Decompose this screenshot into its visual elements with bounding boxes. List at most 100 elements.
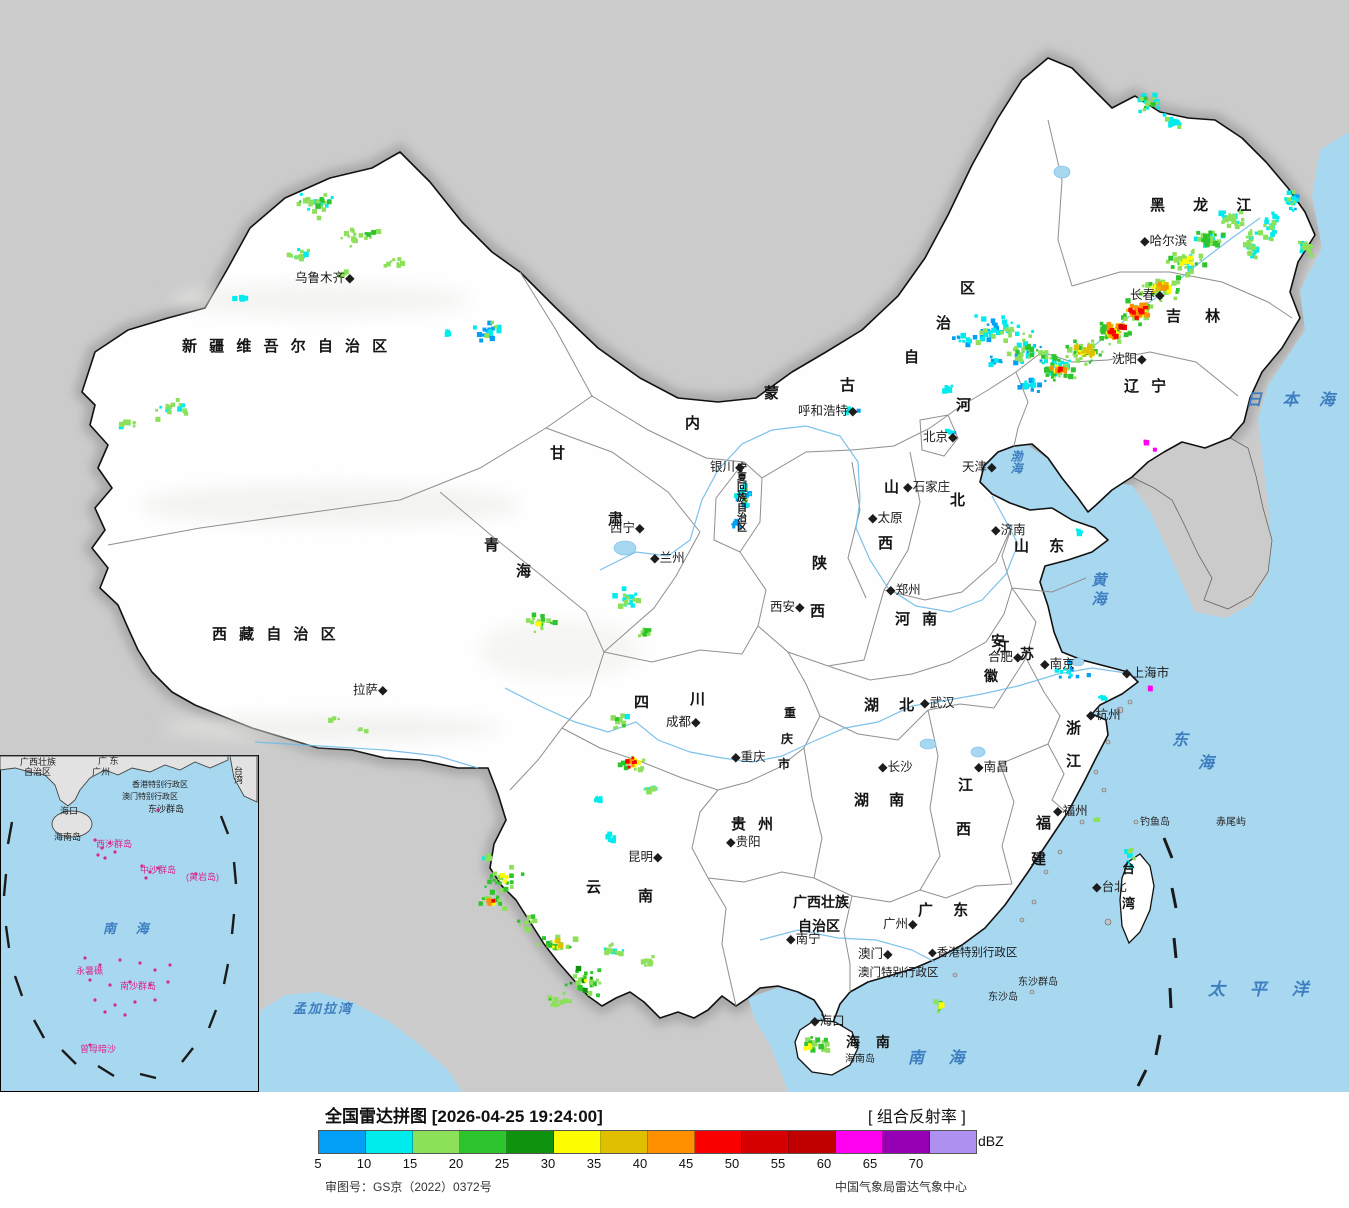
province-label: 海 [516, 562, 531, 580]
province-label: 江 [958, 776, 973, 794]
city-label: ◆兰州 [650, 551, 685, 565]
city-label: ◆石家庄 [903, 479, 950, 494]
province-label: 自治区 [798, 918, 840, 934]
legend-cell-45 [695, 1131, 742, 1153]
legend-cell-60 [836, 1131, 883, 1153]
province-label: 贵 州 [731, 815, 777, 833]
inset-label: 南 海 [103, 921, 157, 936]
place-label: 东沙岛 [988, 990, 1018, 1003]
inset-label: 中沙群岛 [140, 864, 176, 875]
city-label: 天津◆ [962, 460, 997, 474]
province-label: 甘 [550, 444, 565, 462]
sea-label: 海 [1198, 754, 1217, 772]
province-label: 浙 [1066, 719, 1081, 737]
legend-tick: 20 [448, 1156, 464, 1171]
city-label: 成都◆ [666, 715, 701, 729]
terrain-shading [140, 284, 640, 741]
province-label: 北 [950, 492, 965, 509]
city-label: ◆济南 [991, 522, 1026, 537]
dbz-colorbar [318, 1130, 977, 1154]
city-label: ◆福州 [1053, 803, 1088, 818]
city-label: ◆南京 [1040, 656, 1075, 671]
sea-label: 渤海 [1008, 450, 1023, 475]
dbz-unit-label: dBZ [978, 1133, 1004, 1149]
inset-label: 永暑礁 [76, 965, 103, 976]
city-label: ◆海口 [810, 1013, 845, 1028]
legend-cell-35 [601, 1131, 648, 1153]
province-label: 黑 龙 江 [1150, 196, 1263, 214]
city-label: ◆哈尔滨 [1140, 233, 1188, 248]
city-label: ◆南宁 [786, 931, 821, 946]
city-label: 乌鲁木齐◆ [295, 270, 355, 285]
product-name: [ 组合反射率 ] [868, 1109, 966, 1126]
province-label: 徽 [983, 668, 999, 684]
inset-label: 广西壮族 [20, 756, 56, 767]
legend-tick: 55 [770, 1156, 786, 1171]
city-label: ◆郑州 [886, 582, 921, 597]
province-label: 河 南 [895, 610, 941, 628]
city-label: 北京◆ [923, 430, 958, 444]
province-label: 内 [685, 414, 700, 432]
inset-label: 南沙群岛 [120, 980, 156, 991]
legend-panel: 全国雷达拼图 [2026-04-25 19:24:00] [ 组合反射率 ] 5… [0, 1092, 1349, 1208]
city-label: 长春◆ [1130, 288, 1165, 302]
legend-cell-70 [930, 1131, 976, 1153]
city-label: 西安◆ [770, 599, 805, 614]
city-label: ◆武汉 [920, 696, 955, 710]
province-label: 海 南 [846, 1034, 896, 1050]
province-label: 自 [904, 348, 919, 366]
province-label: 安 [991, 633, 1005, 649]
inset-label: 自治区 [24, 766, 51, 777]
province-label: 苏 [1020, 646, 1034, 662]
province-label: 蒙 [764, 384, 779, 402]
province-label: 四 [634, 694, 649, 711]
place-label: 海南岛 [845, 1052, 875, 1065]
legend-tick: 35 [586, 1156, 602, 1171]
province-label: 湖 南 [854, 791, 912, 809]
legend-tick: 70 [908, 1156, 924, 1171]
city-label: 西宁◆ [610, 520, 645, 535]
city-label: 银川◆ [710, 460, 745, 474]
offshore-islands [952, 699, 1225, 995]
legend-tick: 25 [494, 1156, 510, 1171]
city-label: ◆南昌 [974, 759, 1009, 774]
inset-label: 西沙群岛 [96, 838, 132, 849]
inset-label: 广 东 [98, 755, 119, 766]
lakes [613, 165, 1085, 758]
province-label: 山 [884, 479, 899, 496]
city-label: 呼和浩特◆ [798, 403, 858, 418]
taiwan-island [1119, 853, 1155, 945]
place-label: 钓鱼岛 [1140, 815, 1170, 828]
inset-taiwan [229, 755, 258, 803]
legend-tick: 5 [314, 1156, 322, 1171]
city-label: 沈阳◆ [1112, 351, 1147, 366]
inset-label: 广州 [92, 766, 110, 777]
city-label: ◆杭州 [1086, 707, 1121, 722]
province-label: 庆 [780, 731, 793, 746]
province-label: 云 [586, 879, 601, 896]
sea-label: 东 [1172, 731, 1190, 749]
city-label: ◆贵阳 [726, 835, 761, 849]
sea-label: 南 海 [908, 1049, 974, 1067]
legend-cell-50 [742, 1131, 789, 1153]
province-label: 宁夏回族自治区 [735, 461, 748, 532]
province-label: 川 [689, 691, 705, 708]
city-label: 广州◆ [883, 917, 918, 931]
legend-cell-20 [460, 1131, 507, 1153]
legend-cell-25 [507, 1131, 554, 1153]
province-label: 江 [996, 639, 1010, 655]
province-label: 青 [484, 536, 499, 554]
legend-cell-10 [366, 1131, 413, 1153]
province-label: 古 [840, 376, 855, 394]
inset-label: 香港特别行政区 [132, 779, 188, 789]
radar-echo-layer [118, 92, 1315, 1053]
province-label: 治 [936, 314, 951, 332]
province-label: 江 [1066, 752, 1081, 770]
city-label: 合肥◆ [988, 649, 1023, 664]
legend-cell-5 [319, 1131, 366, 1153]
legend-cell-55 [789, 1131, 836, 1153]
legend-cell-40 [648, 1131, 695, 1153]
province-label: 南 [638, 887, 653, 905]
